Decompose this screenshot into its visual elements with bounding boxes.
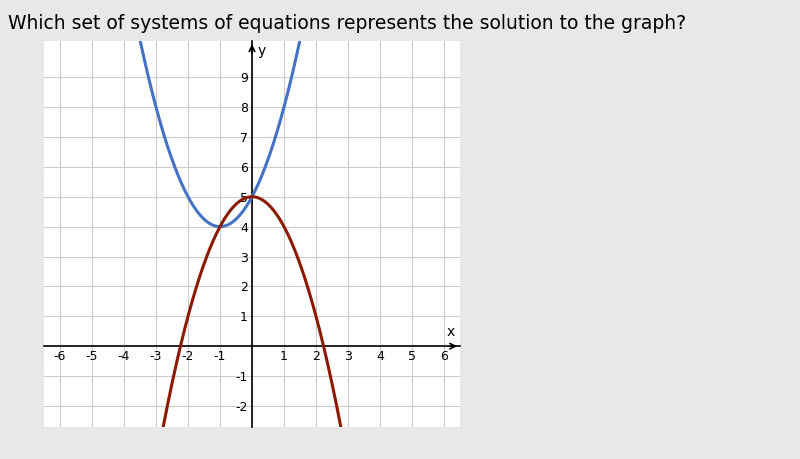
Text: x: x [447,325,455,339]
Text: Which set of systems of equations represents the solution to the graph?: Which set of systems of equations repres… [8,14,686,33]
Text: y: y [258,45,266,58]
